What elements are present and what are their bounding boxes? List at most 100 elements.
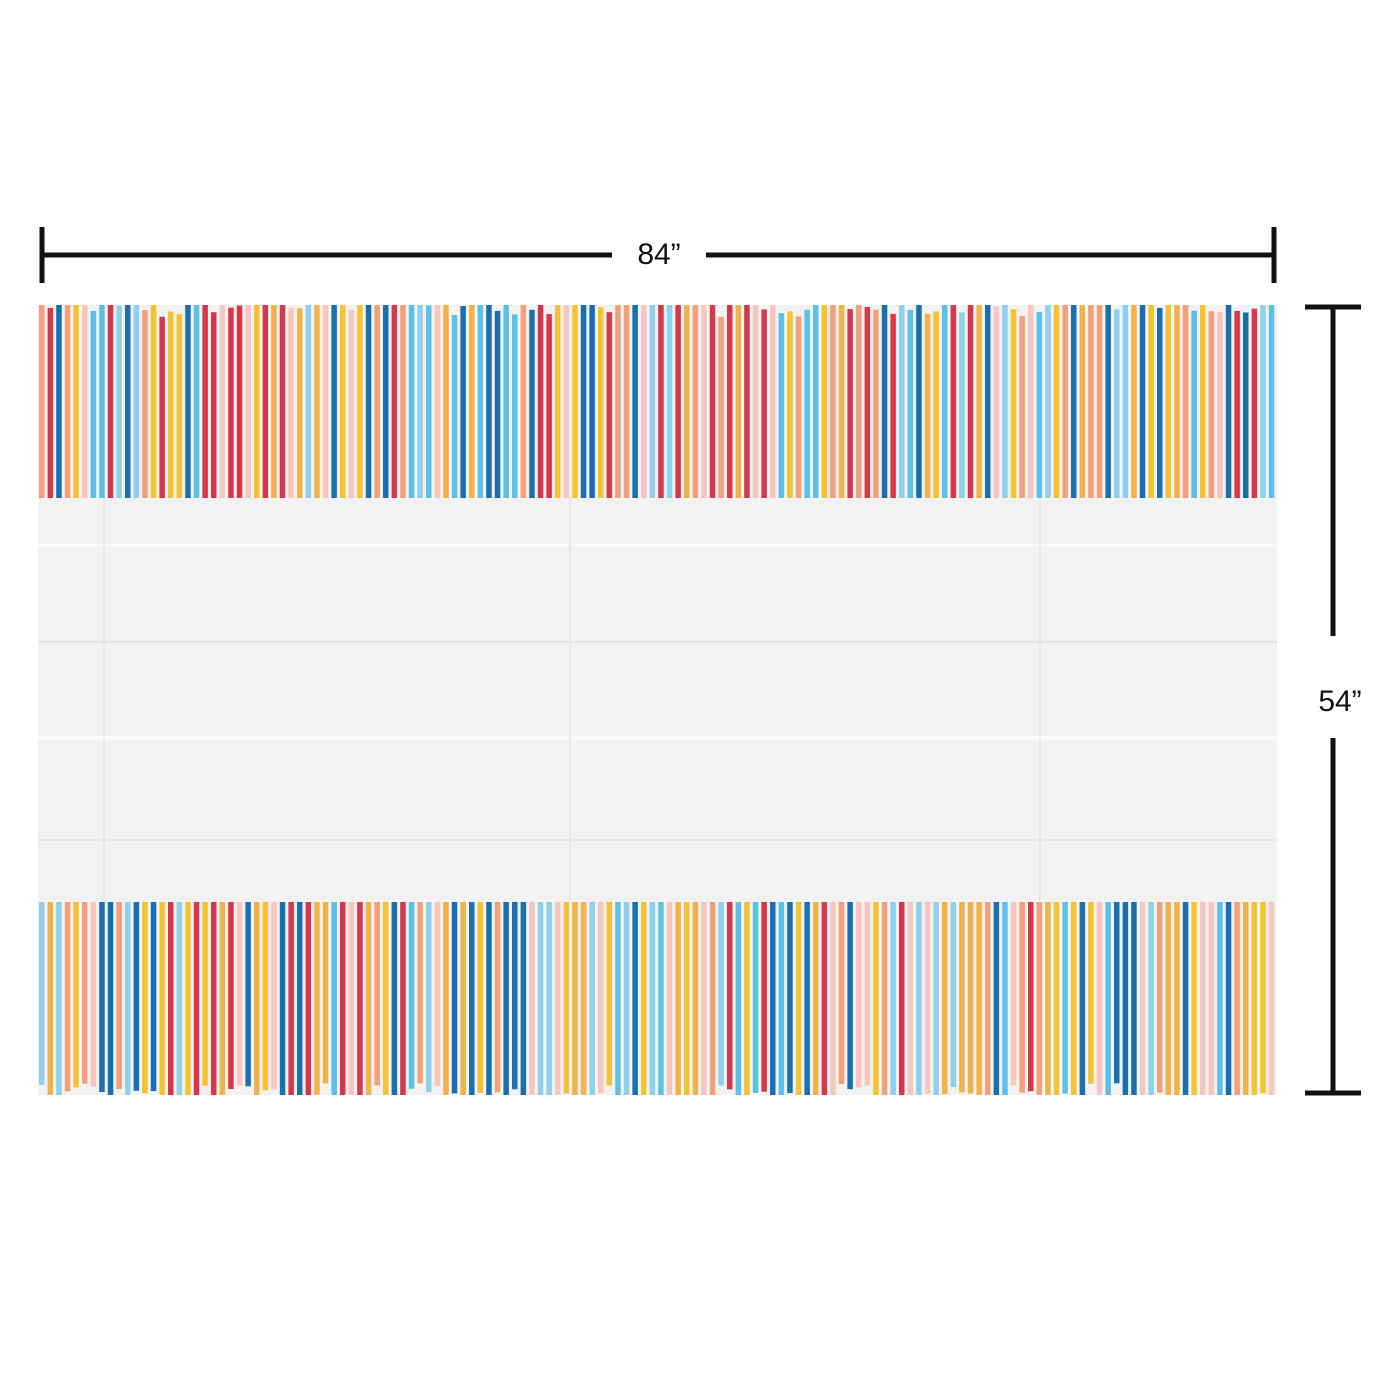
stripe — [64, 305, 71, 498]
stripe — [219, 305, 226, 498]
stripe — [314, 305, 320, 498]
stripe — [1071, 305, 1077, 498]
stripe — [692, 902, 699, 1095]
stripe — [82, 305, 88, 498]
stripe — [787, 311, 793, 498]
stripe — [1225, 305, 1232, 498]
stripe — [572, 305, 578, 498]
stripe — [555, 902, 561, 1095]
stripe — [460, 902, 466, 1095]
stripe — [142, 902, 148, 1094]
stripe — [1165, 902, 1172, 1095]
stripe — [1062, 902, 1068, 1094]
stripe — [873, 902, 879, 1095]
stripe — [1105, 305, 1111, 498]
stripe — [1260, 305, 1266, 498]
stripe — [73, 305, 79, 498]
stripe — [615, 902, 621, 1095]
stripe — [47, 902, 54, 1095]
stripe — [1165, 305, 1172, 498]
stripe — [1157, 902, 1163, 1093]
stripe — [778, 902, 785, 1095]
stripe — [512, 314, 518, 498]
stripe — [331, 902, 337, 1095]
stripe — [658, 305, 664, 498]
stripe — [90, 902, 97, 1087]
stripe — [443, 902, 449, 1095]
stripe — [942, 902, 948, 1095]
stripe — [271, 902, 277, 1090]
stripe — [580, 305, 587, 498]
stripe — [211, 312, 217, 498]
stripe — [494, 902, 501, 1093]
stripe — [976, 305, 982, 498]
stripe — [959, 902, 965, 1093]
stripe — [976, 902, 982, 1095]
stripe — [598, 307, 604, 498]
stripe — [1122, 902, 1129, 1095]
stripe — [641, 902, 647, 1095]
stripe — [150, 902, 157, 1092]
stripe — [133, 902, 140, 1091]
stripe — [838, 902, 845, 1085]
stripe — [202, 902, 208, 1086]
stripe — [649, 305, 656, 498]
stripe — [572, 902, 578, 1095]
stripe — [718, 902, 724, 1086]
stripe — [615, 305, 621, 498]
stripe — [460, 305, 466, 498]
stripe — [555, 305, 561, 498]
stripe — [1139, 305, 1146, 498]
stripe — [752, 902, 759, 1094]
stripe — [924, 902, 931, 1094]
stripe — [1131, 305, 1137, 498]
stripe — [271, 305, 277, 498]
stripe — [64, 902, 71, 1092]
stripe — [993, 306, 1000, 498]
stripe — [1053, 902, 1060, 1095]
stripe — [580, 902, 587, 1095]
stripe — [176, 314, 183, 498]
stripe — [159, 316, 165, 498]
stripe — [1088, 902, 1094, 1084]
stripe — [254, 305, 260, 498]
stripe — [176, 902, 183, 1095]
stripe — [469, 902, 475, 1095]
stripe — [1251, 308, 1258, 498]
stripe — [761, 902, 767, 1092]
stripe — [1010, 902, 1017, 1086]
stripe — [288, 307, 294, 498]
stripe — [993, 902, 1000, 1095]
stripe — [692, 305, 699, 498]
stripe — [486, 305, 492, 498]
stripe — [297, 902, 303, 1095]
stripe — [451, 902, 458, 1094]
stripe — [942, 305, 948, 498]
stripe — [168, 311, 174, 498]
stripe — [907, 902, 914, 1095]
stripe — [322, 305, 329, 498]
stripe — [357, 305, 363, 498]
stripe — [916, 305, 922, 498]
stripe — [236, 902, 243, 1086]
stripe — [890, 313, 896, 498]
stripe — [512, 902, 518, 1090]
stripe — [1036, 902, 1043, 1095]
stripe — [709, 305, 716, 498]
stripe — [469, 305, 475, 498]
stripe — [185, 305, 191, 498]
stripe — [185, 902, 191, 1095]
stripe — [881, 305, 888, 498]
stripe — [125, 305, 131, 498]
stripe — [709, 902, 716, 1095]
stripe — [417, 305, 423, 498]
stripe — [236, 305, 243, 498]
stripe — [718, 316, 724, 498]
stripe — [933, 311, 939, 498]
height-dimension: 54” — [1305, 304, 1362, 1096]
stripe — [1139, 902, 1146, 1095]
stripe — [589, 305, 595, 498]
stripe — [245, 902, 251, 1087]
stripe — [262, 902, 269, 1091]
